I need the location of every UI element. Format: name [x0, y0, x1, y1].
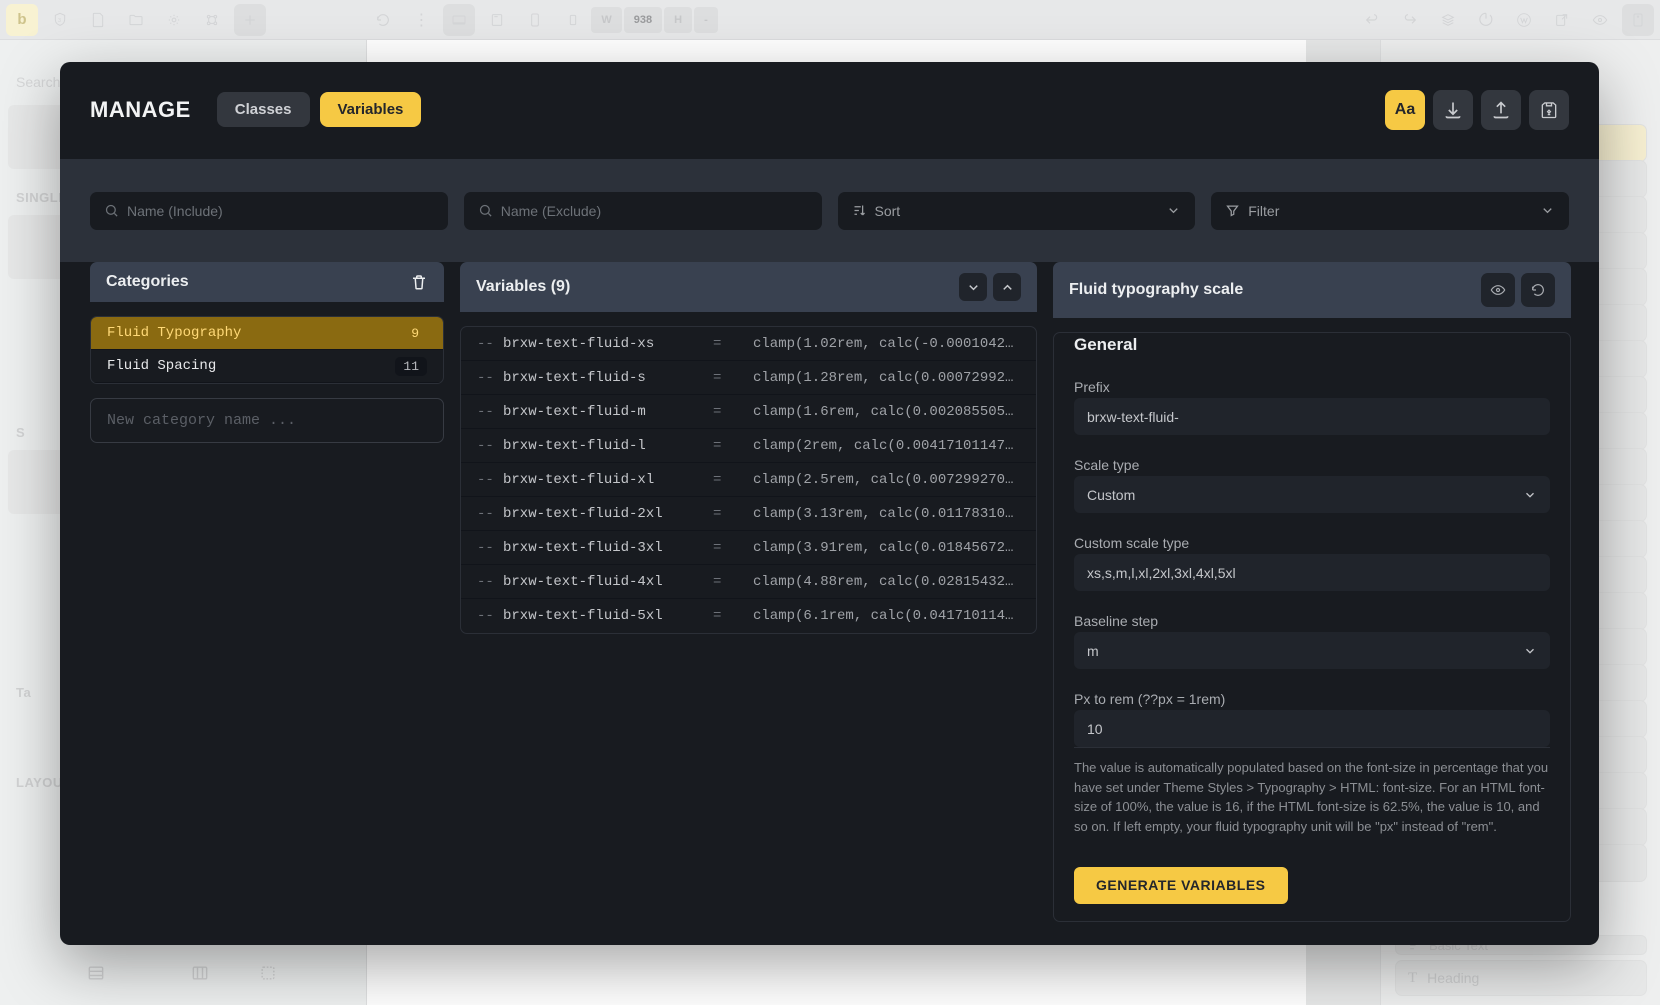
- svg-text:3: 3: [58, 18, 61, 24]
